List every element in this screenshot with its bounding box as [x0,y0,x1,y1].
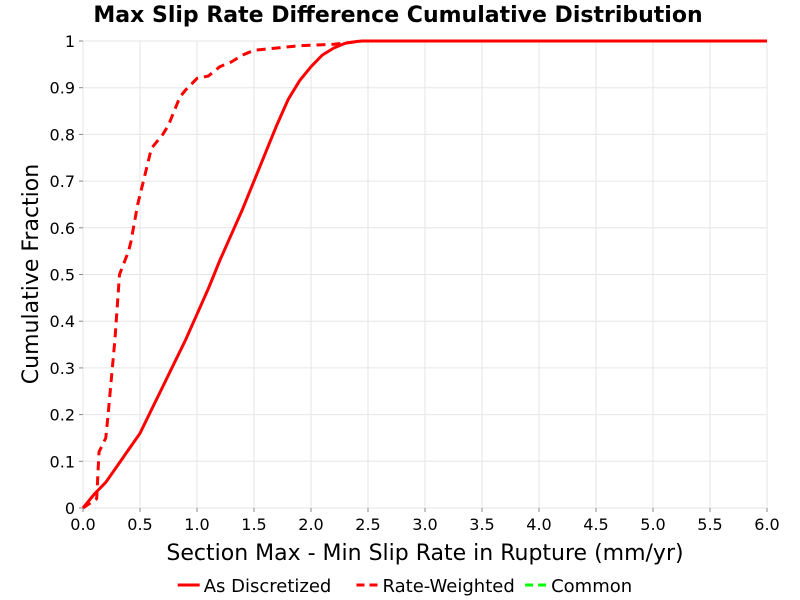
x-axis-label: Section Max - Min Slip Rate in Rupture (… [166,541,683,566]
x-tick-label: 0.5 [127,515,152,534]
x-tick-label: 2.0 [298,515,323,534]
legend-label-0: As Discretized [204,576,332,597]
y-tick-label: 1 [65,32,75,51]
x-tick-label: 2.5 [355,515,380,534]
legend: As Discretized Rate-Weighted Common [177,576,632,597]
y-axis-label: Cumulative Fraction [19,164,44,384]
y-tick-label: 0.4 [50,312,75,331]
x-tick-label: 4.5 [583,515,608,534]
x-tick-label: 4.0 [526,515,551,534]
x-tick-label: 5.0 [640,515,665,534]
y-tick-label: 0.7 [50,172,75,191]
y-axis-ticks: 0 0.1 0.2 0.3 0.4 0.5 0.6 0.7 0.8 0.9 1 [50,32,83,518]
x-tick-label: 1.0 [184,515,209,534]
x-tick-label: 3.0 [412,515,437,534]
series-line-1 [82,39,767,510]
y-tick-label: 0.5 [50,266,75,285]
y-tick-label: 0.8 [50,125,75,144]
x-tick-label: 6.0 [754,515,779,534]
x-tick-label: 5.5 [697,515,722,534]
legend-label-2: Common [551,576,632,597]
y-tick-label: 0.2 [50,406,75,425]
y-tick-label: 0.3 [50,359,75,378]
y-tick-label: 0.6 [50,219,75,238]
x-axis-ticks: 0.0 0.5 1.0 1.5 2.0 2.5 3.0 3.5 4.0 4.5 5.0 5.5 6.0 [70,508,780,534]
series-line-0 [81,39,767,509]
x-tick-label: 3.5 [469,515,494,534]
legend-label-1: Rate-Weighted [383,576,515,597]
y-tick-label: 0 [65,499,75,518]
x-tick-label: 0.0 [70,515,95,534]
x-tick-label: 1.5 [241,515,266,534]
y-tick-label: 0.1 [50,452,75,471]
chart-title: Max Slip Rate Difference Cumulative Dist… [93,3,702,28]
y-tick-label: 0.9 [50,79,75,98]
series-lines [81,39,767,510]
